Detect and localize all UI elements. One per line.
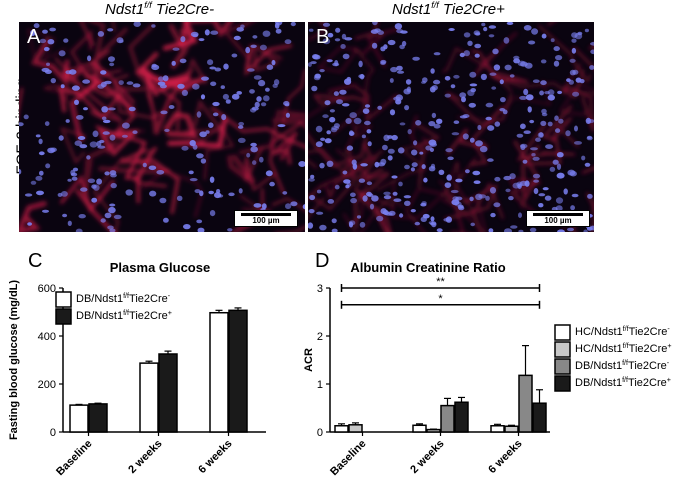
significance-label: **	[436, 276, 445, 288]
micrograph-a-image	[19, 22, 305, 232]
legend-label: HC/Ndst1f/fTie2Cre+	[575, 342, 672, 355]
scale-bar-label: 100 µm	[252, 216, 280, 225]
micrograph-a: A 100 µm	[19, 22, 305, 232]
bar	[228, 309, 248, 433]
bar	[518, 374, 533, 433]
panel-letter-b: B	[316, 26, 330, 48]
nuclei	[19, 22, 305, 232]
chart-title: Albumin Creatinine Ratio	[350, 260, 505, 275]
legend-label: HC/Ndst1f/fTie2Cre-	[575, 325, 670, 338]
y-axis-label: ACR	[303, 348, 315, 372]
significance-label: *	[438, 293, 443, 305]
bar	[440, 404, 455, 433]
y-tick-label: 200	[38, 379, 56, 391]
plasma-glucose-chart: Plasma Glucose Fasting blood glucose (mg/…	[8, 260, 266, 477]
legend-label: DB/Ndst1f/fTie2Cre+	[76, 309, 172, 322]
bar	[504, 425, 519, 433]
legend-swatch	[55, 291, 72, 308]
title-sup: f/f	[431, 0, 439, 10]
bar	[426, 428, 441, 433]
nuclei	[308, 22, 594, 232]
scale-bar-line	[241, 213, 291, 216]
x-tick-label: 2 weeks	[126, 438, 164, 476]
legend-swatch	[554, 358, 571, 375]
bar	[69, 404, 89, 433]
x-tick-label: 6 weeks	[196, 438, 234, 476]
bar	[158, 353, 178, 433]
bar	[209, 311, 229, 433]
bar	[88, 403, 108, 433]
title-rest: Tie2Cre-	[151, 1, 215, 18]
legend-label: DB/Ndst1f/fTie2Cre-	[575, 359, 670, 372]
legend-swatch	[554, 324, 571, 341]
y-tick-label: 600	[38, 283, 56, 295]
y-axis-label: Fasting blood glucose (mg/dL)	[8, 280, 20, 440]
x-tick-label: 6 weeks	[486, 438, 524, 476]
scale-bar-a: 100 µm	[234, 210, 298, 227]
title-sup: f/f	[144, 0, 152, 10]
micrograph-title-left: Ndst1f/f Tie2Cre-	[105, 0, 214, 18]
bar	[139, 362, 159, 433]
micrograph-b-image	[308, 22, 594, 232]
legend-swatch	[55, 308, 72, 325]
y-tick-label: 400	[38, 331, 56, 343]
scale-bar-line	[533, 213, 583, 216]
vessel-network	[19, 22, 305, 232]
x-tick-label: Baseline	[54, 438, 94, 477]
y-tick-label: 3	[317, 283, 323, 295]
x-tick-label: Baseline	[328, 438, 368, 477]
y-tick-label: 2	[317, 331, 323, 343]
panel-letter-c: C	[28, 250, 43, 272]
bar	[454, 401, 469, 433]
acr-chart: Albumin Creatinine Ratio ACR 0 1 2 3 Baseline 2…	[303, 260, 672, 477]
legend-swatch	[554, 375, 571, 392]
micrograph-b: B 100 µm	[308, 22, 594, 232]
panel-letter-d: D	[315, 250, 330, 272]
legend-label: DB/Ndst1f/fTie2Cre+	[575, 376, 671, 389]
legend-swatch	[554, 341, 571, 358]
micrograph-title-right: Ndst1f/f Tie2Cre+	[392, 0, 505, 18]
bar	[490, 425, 505, 433]
y-tick-label: 0	[317, 427, 323, 439]
bar	[334, 425, 349, 433]
bar	[532, 402, 547, 433]
title-text: Ndst1	[105, 1, 145, 18]
legend-label: DB/Ndst1f/fTie2Cre-	[76, 292, 171, 305]
title-text: Ndst1	[392, 1, 432, 18]
bar	[348, 424, 363, 433]
panel-letter-a: A	[27, 26, 41, 48]
y-tick-label: 0	[50, 427, 56, 439]
y-tick-label: 1	[317, 379, 323, 391]
title-rest: Tie2Cre+	[438, 1, 505, 18]
x-tick-label: 2 weeks	[408, 438, 446, 476]
chart-title: Plasma Glucose	[110, 260, 210, 275]
bar	[412, 424, 427, 433]
scale-bar-label: 100 µm	[544, 216, 572, 225]
scale-bar-b: 100 µm	[526, 210, 590, 227]
